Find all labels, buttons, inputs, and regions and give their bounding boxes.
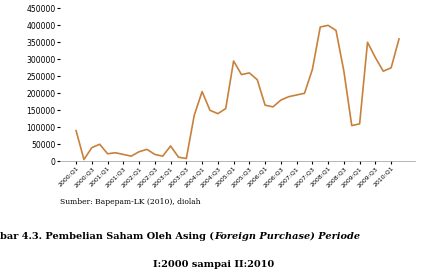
Text: Sumber: Bapepam-LK (2010), diolah: Sumber: Bapepam-LK (2010), diolah [60, 198, 201, 206]
Text: I:2000 sampai II:2010: I:2000 sampai II:2010 [153, 260, 275, 269]
Text: Foreign Purchase) Periode: Foreign Purchase) Periode [214, 232, 360, 241]
Text: Gambar 4.3. Pembelian Saham Oleh Asing (: Gambar 4.3. Pembelian Saham Oleh Asing ( [0, 232, 214, 241]
